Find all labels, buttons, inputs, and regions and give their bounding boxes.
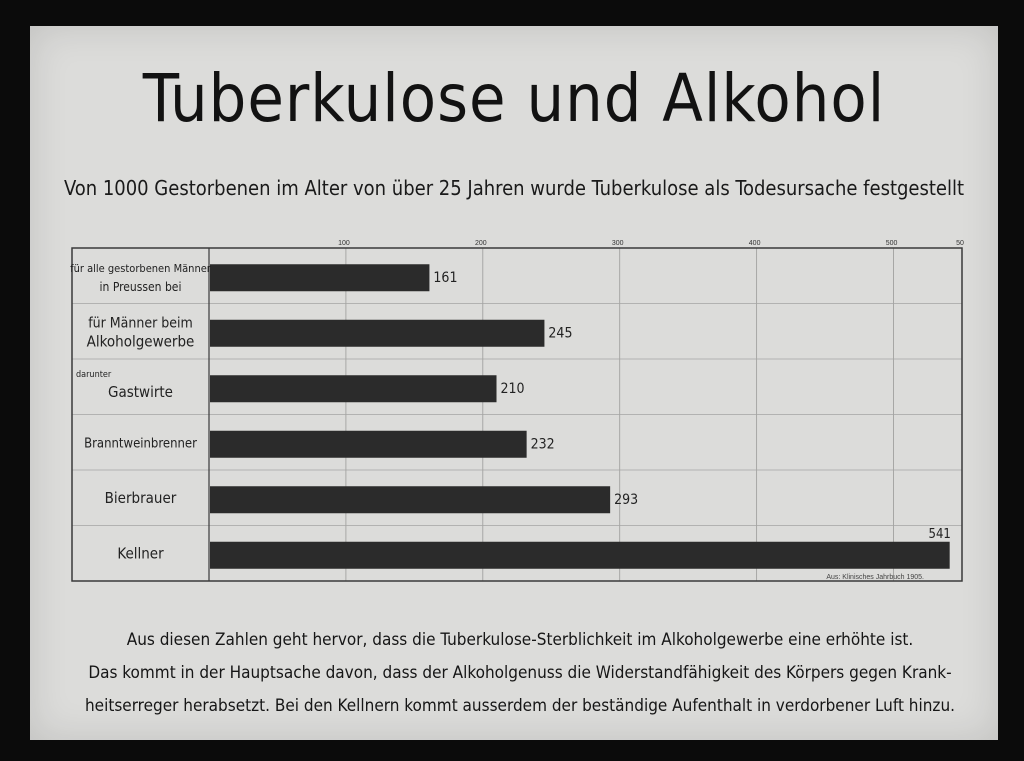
bar-5	[210, 541, 950, 569]
paragraph-line-1: Aus diesen Zahlen geht hervor, dass die …	[126, 630, 914, 650]
category-label-4: Bierbrauer	[105, 489, 177, 507]
bar-1	[210, 319, 545, 347]
value-label-0: 161	[433, 270, 457, 286]
bar-4	[210, 486, 611, 514]
category-label-1-line1: für Männer beim	[88, 315, 193, 331]
bar-2	[210, 375, 497, 403]
category-label-5: Kellner	[117, 544, 164, 562]
poster-title: Tuberkulose und Alkohol	[142, 60, 886, 137]
value-label-3: 232	[531, 436, 555, 452]
category-label-2: Gastwirte	[108, 383, 173, 401]
x-tick-label-200: 200	[475, 240, 487, 247]
bar-chart: 100 200 300 400 500 50 161 für alle gestorbenen…	[70, 236, 964, 582]
bar-3	[210, 430, 527, 458]
poster: Tuberkulose und Alkohol Von 1000 Gestorb…	[30, 26, 998, 740]
explanation-paragraph: Aus diesen Zahlen geht hervor, dass die …	[44, 624, 996, 723]
category-label-3: Branntweinbrenner	[84, 436, 197, 451]
paragraph-line-2: Das kommt in der Hauptsache davon, dass …	[88, 663, 952, 683]
x-tick-label-50: 50	[956, 240, 964, 247]
source-note: Aus: Klinisches Jahrbuch 1905.	[826, 574, 924, 581]
bar-chart-svg: 100 200 300 400 500 50 161 für alle gestorbenen…	[70, 240, 964, 582]
x-tick-label-100: 100	[338, 240, 350, 247]
x-tick-label-400: 400	[749, 240, 761, 247]
x-tick-label-500: 500	[886, 240, 898, 247]
value-label-2: 210	[501, 381, 525, 397]
category-label-0-line2: in Preussen bei	[100, 280, 182, 294]
category-label-1-line2: Alkoholgewerbe	[87, 332, 195, 350]
poster-subtitle: Von 1000 Gestorbenen im Alter von über 2…	[63, 176, 965, 200]
chart-frame	[71, 247, 963, 582]
paragraph-line-3: heitserreger herabsetzt. Bei den Kellner…	[84, 696, 956, 716]
x-tick-label-300: 300	[612, 240, 624, 247]
category-label-0-line1: für alle gestorbenen Männer	[70, 262, 212, 275]
value-label-4: 293	[614, 492, 638, 508]
bar-0	[210, 264, 430, 292]
category-label-small-2: darunter	[76, 370, 112, 380]
value-label-5: 541	[929, 527, 951, 542]
value-label-1: 245	[548, 325, 572, 341]
